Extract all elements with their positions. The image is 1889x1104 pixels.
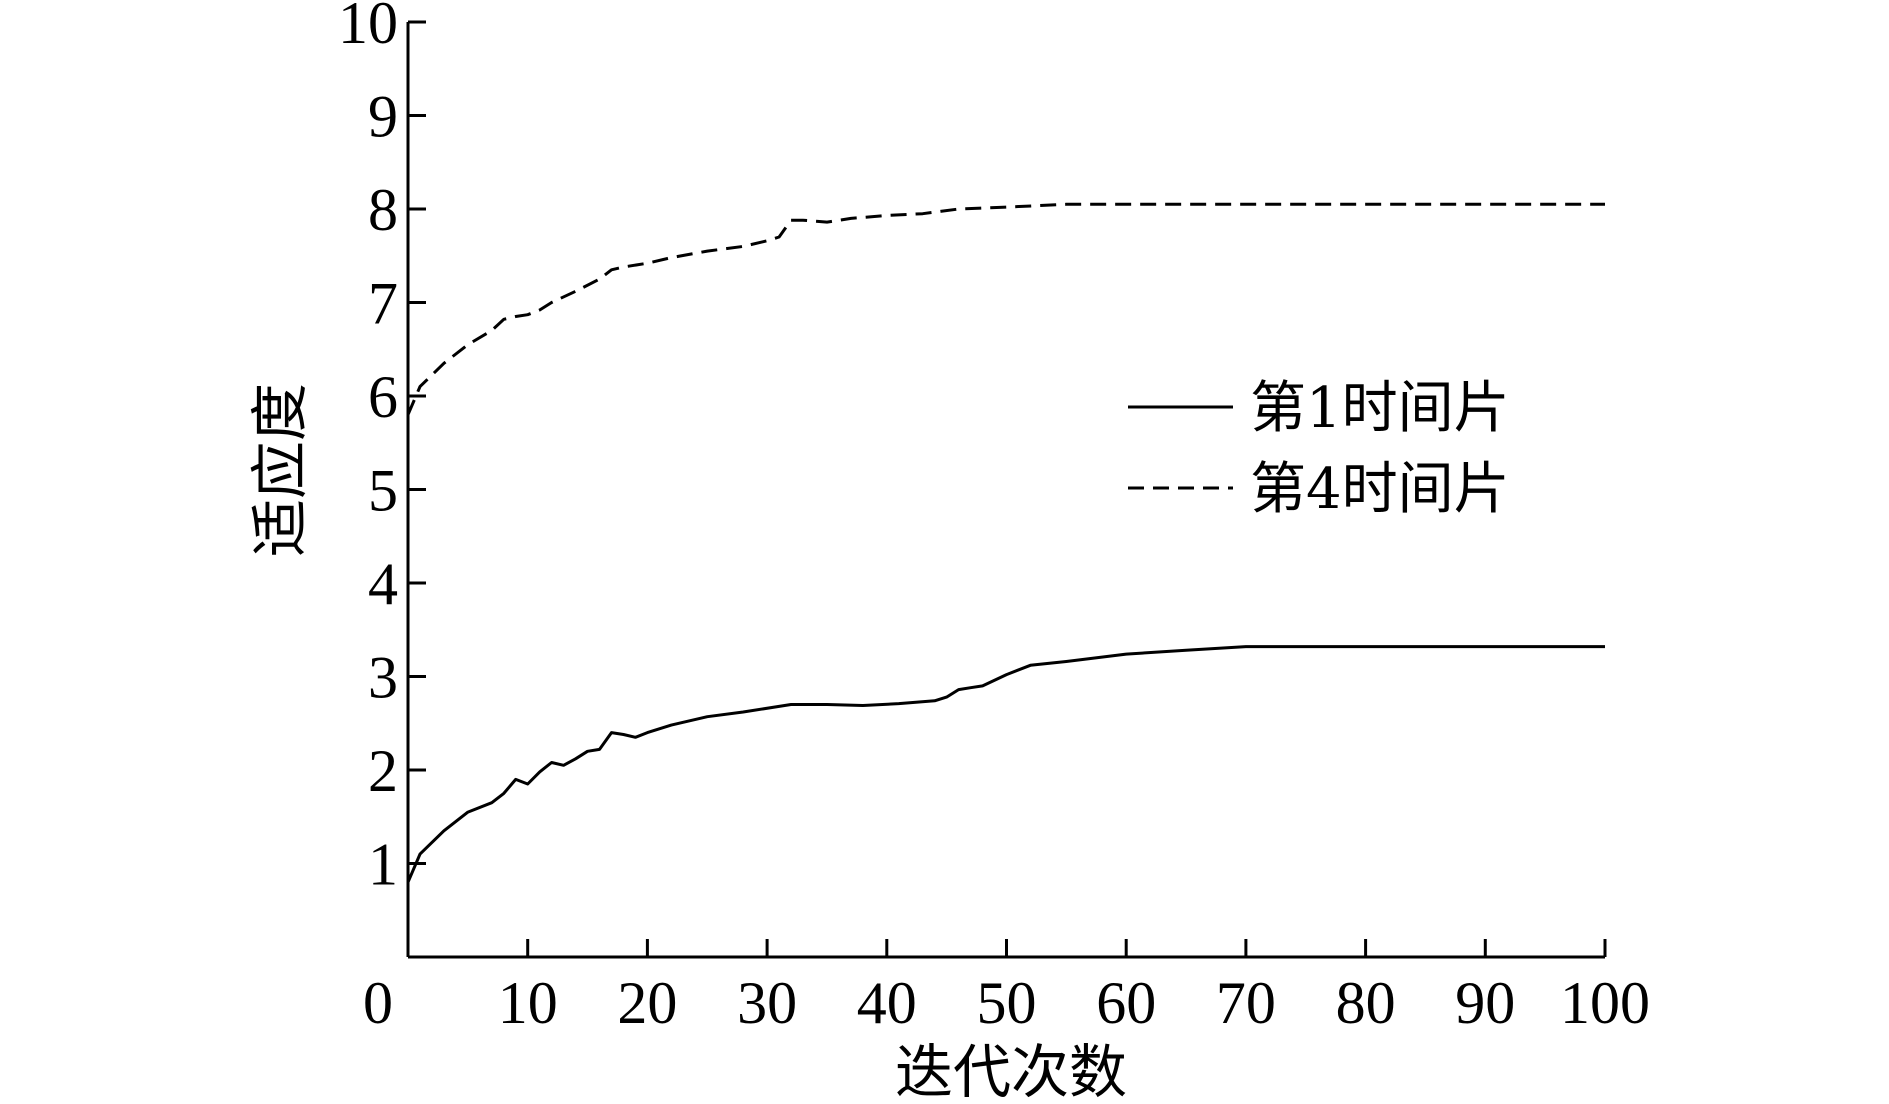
x-tick-label: 0 [363, 970, 393, 1036]
x-tick-label: 10 [498, 970, 558, 1036]
x-tick-label: 30 [737, 970, 797, 1036]
x-tick-label: 90 [1455, 970, 1515, 1036]
y-tick-label: 10 [338, 0, 398, 56]
legend-label-series-2: 第4时间片 [1250, 457, 1510, 522]
y-axis-label: 适应度 [246, 383, 314, 557]
x-tick-label: 20 [617, 970, 677, 1036]
x-tick-label: 50 [977, 970, 1037, 1036]
legend-label-series-1: 第1时间片 [1250, 376, 1510, 441]
x-tick-label: 80 [1336, 970, 1396, 1036]
x-tick-label: 40 [857, 970, 917, 1036]
x-tick-label: 60 [1096, 970, 1156, 1036]
y-tick-label: 9 [368, 84, 398, 150]
y-tick-label: 8 [368, 177, 398, 243]
x-axis-label: 迭代次数 [895, 1038, 1127, 1104]
series-line-1 [406, 645, 1605, 883]
y-tick-label: 5 [368, 458, 398, 524]
series-layer [406, 202, 1605, 883]
x-axis-ticks: 0 10 20 30 40 50 60 70 80 90 100 [363, 939, 1650, 1036]
y-tick-label: 2 [368, 738, 398, 804]
y-tick-label: 6 [368, 364, 398, 430]
y-tick-label: 4 [368, 551, 398, 617]
y-tick-label: 1 [368, 832, 398, 898]
x-tick-label: 70 [1216, 970, 1276, 1036]
y-tick-label: 3 [368, 645, 398, 711]
legend: 第1时间片 第4时间片 [1128, 376, 1510, 522]
x-tick-label: 100 [1560, 970, 1650, 1036]
y-axis-ticks: 1 2 3 4 5 6 7 8 9 10 [338, 0, 426, 898]
y-tick-label: 7 [368, 271, 398, 337]
